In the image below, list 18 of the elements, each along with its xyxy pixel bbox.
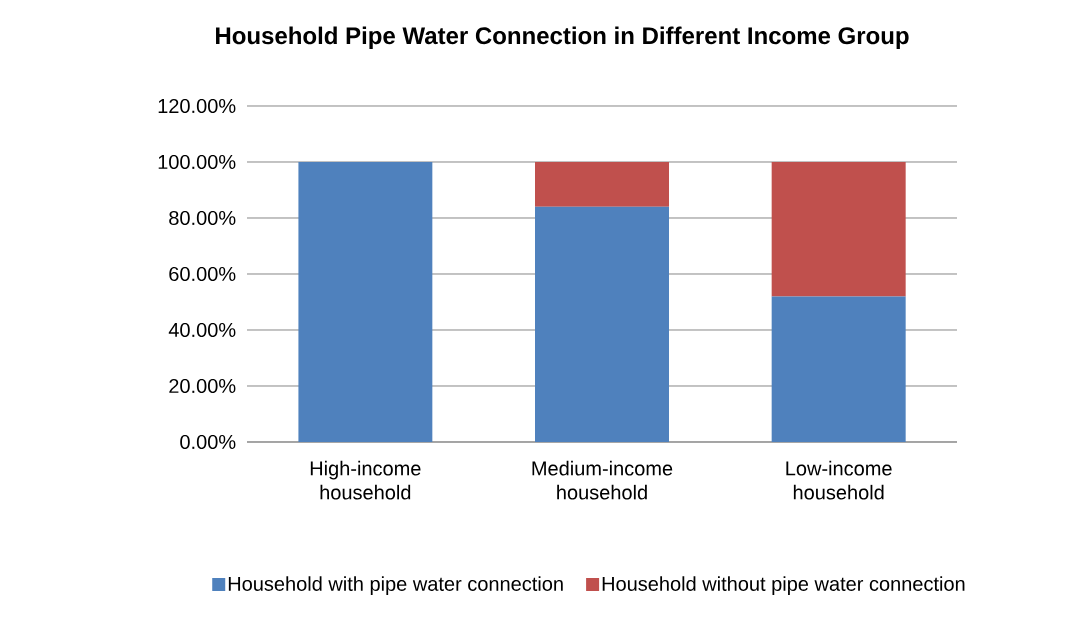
- x-tick-label: Low-income household: [786, 460, 892, 500]
- y-tick-label: 40.00%: [168, 322, 236, 338]
- bar: [771, 296, 906, 442]
- y-tick-label: 120.00%: [158, 98, 236, 114]
- y-tick-label: 60.00%: [169, 266, 236, 282]
- legend-label: Household with pipe water connection: [228, 576, 563, 595]
- y-tick-label: 80.00%: [169, 210, 236, 226]
- y-tick-label: 0.00%: [180, 434, 236, 450]
- legend-label: Household without pipe water connection: [602, 576, 965, 595]
- y-tick-label: 100.00%: [158, 154, 236, 170]
- x-tick-label: High-income household: [310, 460, 421, 500]
- bar: [771, 161, 906, 297]
- bar: [298, 161, 433, 442]
- y-tick-label: 20.00%: [169, 378, 236, 394]
- bar: [535, 161, 670, 207]
- chart-title: Household Pipe Water Connection in Different Income Group: [216, 26, 909, 49]
- x-tick-label: Medium-income household: [532, 460, 673, 500]
- bar: [535, 206, 670, 442]
